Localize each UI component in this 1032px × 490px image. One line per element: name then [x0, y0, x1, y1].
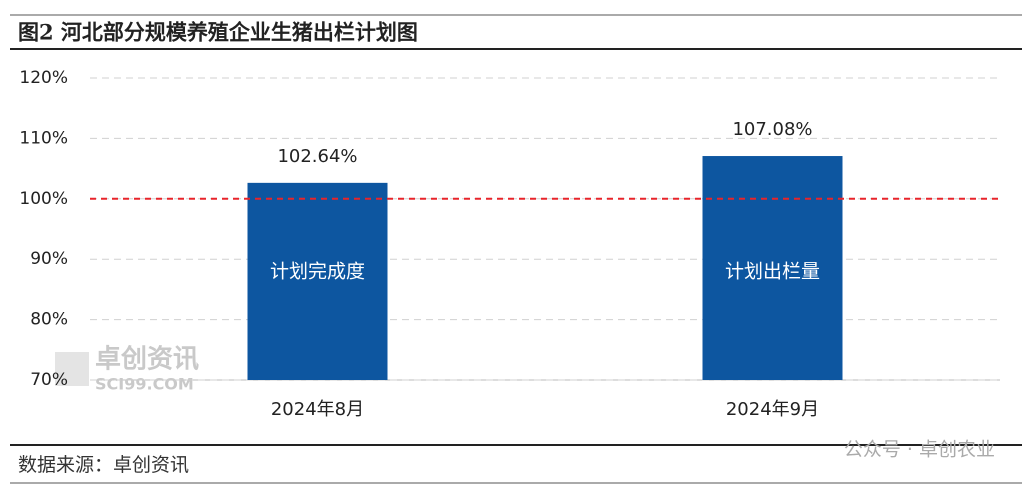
value-label: 102.64% [277, 146, 357, 167]
x-tick-label: 2024年8月 [271, 399, 364, 420]
y-tick-label: 100% [19, 189, 68, 209]
watermark: 卓创资讯 [95, 345, 199, 375]
source: 数据来源：卓创资讯 [18, 454, 189, 476]
y-tick-label: 70% [30, 370, 68, 390]
bar-label: 计划完成度 [270, 261, 365, 283]
watermark-logo [55, 352, 89, 386]
watermark: SCI99.COM [95, 375, 194, 394]
y-tick-label: 120% [19, 68, 68, 88]
bar-label: 计划出栏量 [725, 261, 820, 283]
chart-title: 图2 河北部分规模养殖企业生猪出栏计划图 [18, 20, 418, 45]
y-tick-label: 110% [19, 128, 68, 148]
y-tick-label: 80% [30, 310, 68, 330]
bar [247, 182, 388, 380]
x-tick-label: 2024年9月 [726, 399, 819, 420]
y-tick-label: 90% [30, 249, 68, 269]
bar [702, 156, 843, 380]
watermark: 公众号 · 卓创农业 [844, 439, 995, 461]
value-label: 107.08% [732, 119, 812, 140]
